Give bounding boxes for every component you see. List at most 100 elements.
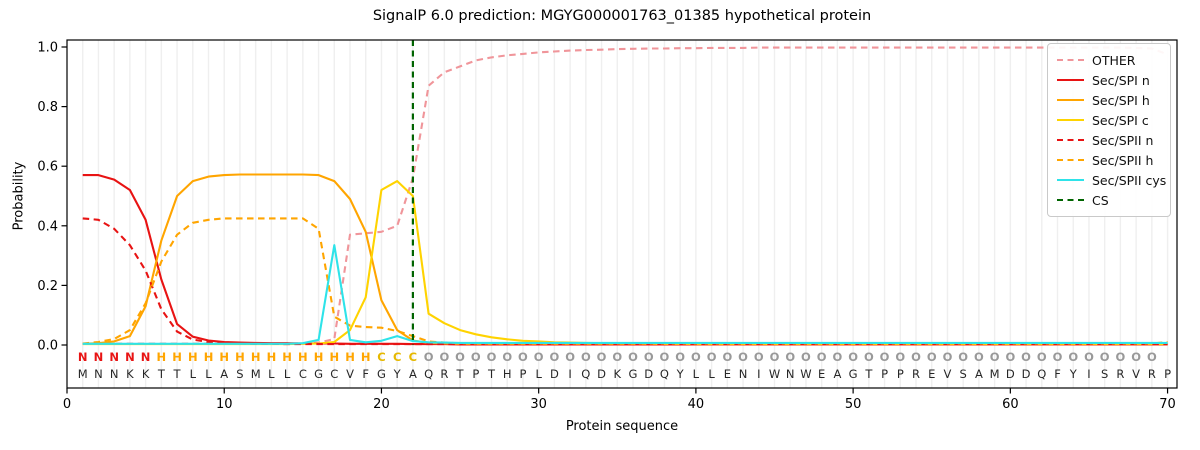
- sequence-letter: D: [597, 367, 606, 381]
- sequence-letter: K: [142, 367, 150, 381]
- sequence-letter: L: [268, 367, 275, 381]
- sequence-letter: T: [173, 367, 182, 381]
- region-letter: O: [1116, 350, 1126, 364]
- region-letter: O: [487, 350, 497, 364]
- legend-label: Sec/SPI h: [1092, 92, 1150, 108]
- region-letter: H: [345, 350, 355, 364]
- sequence-letter: D: [644, 367, 653, 381]
- sequence-letter: V: [346, 367, 354, 381]
- sequence-letter: G: [377, 367, 386, 381]
- region-letter: O: [1131, 350, 1141, 364]
- region-letter: O: [1147, 350, 1157, 364]
- region-letter: O: [848, 350, 858, 364]
- region-letter: N: [125, 350, 135, 364]
- region-letter: O: [675, 350, 685, 364]
- sequence-letter: D: [1022, 367, 1031, 381]
- region-letter: H: [219, 350, 229, 364]
- legend-item-cs: CS: [1057, 190, 1162, 210]
- y-tick-label: 0.2: [37, 279, 58, 294]
- legend-label: Sec/SPII n: [1092, 132, 1154, 148]
- sequence-letter: K: [614, 367, 622, 381]
- series-line-sec-spi-c: [82, 180, 1168, 346]
- sequence-letter: N: [739, 367, 748, 381]
- region-letter: O: [990, 350, 1000, 364]
- sequence-letter: L: [284, 367, 291, 381]
- region-letter: O: [612, 350, 622, 364]
- sequence-letter: W: [769, 367, 780, 381]
- sequence-letter: P: [897, 367, 904, 381]
- sequence-letter: A: [409, 367, 417, 381]
- sequence-letter: N: [110, 367, 119, 381]
- sequence-letter: S: [960, 367, 967, 381]
- legend-line-swatch: [1057, 179, 1084, 181]
- legend-label: OTHER: [1092, 52, 1136, 68]
- sequence-letter: Q: [424, 367, 433, 381]
- x-tick-label: 20: [373, 397, 390, 412]
- sequence-letter: Y: [393, 367, 402, 381]
- sequence-letter: G: [629, 367, 638, 381]
- sequence-letter: M: [251, 367, 261, 381]
- x-tick-label: 60: [1002, 397, 1019, 412]
- sequence-letter: E: [928, 367, 935, 381]
- x-axis-label: Protein sequence: [565, 419, 679, 434]
- region-letter: O: [880, 350, 890, 364]
- region-letter: C: [393, 350, 401, 364]
- region-letter: O: [1005, 350, 1015, 364]
- sequence-letter: A: [833, 367, 841, 381]
- x-tick-label: 50: [845, 397, 862, 412]
- sequence-letter: G: [314, 367, 323, 381]
- sequence-letter: F: [362, 367, 369, 381]
- sequence-letter: K: [126, 367, 134, 381]
- sequence-letter: M: [990, 367, 1000, 381]
- sequence-letter: E: [724, 367, 731, 381]
- sequence-letter: D: [1006, 367, 1015, 381]
- region-letter: O: [534, 350, 544, 364]
- legend-item-sec-spi-c: Sec/SPI c: [1057, 110, 1162, 130]
- sequence-letter: R: [440, 367, 448, 381]
- sequence-letter: W: [800, 367, 811, 381]
- region-letter: H: [267, 350, 277, 364]
- legend-label: Sec/SPII cys: [1092, 172, 1167, 188]
- legend-label: CS: [1092, 192, 1109, 208]
- region-letter: H: [298, 350, 308, 364]
- chart-title: SignalP 6.0 prediction: MGYG000001763_01…: [372, 8, 872, 24]
- series-line-sec-spii-h: [82, 217, 1168, 345]
- sequence-letter: R: [1116, 367, 1124, 381]
- region-letter: O: [644, 350, 654, 364]
- region-letter: O: [628, 350, 638, 364]
- region-letter: O: [785, 350, 795, 364]
- region-letter: H: [188, 350, 198, 364]
- sequence-letter: Q: [1037, 367, 1046, 381]
- sequence-letter: T: [456, 367, 465, 381]
- sequence-letter: I: [1087, 367, 1090, 381]
- region-letter: H: [251, 350, 261, 364]
- region-letter: O: [927, 350, 937, 364]
- region-letter: H: [329, 350, 339, 364]
- region-letter: O: [518, 350, 528, 364]
- region-letter: O: [1068, 350, 1078, 364]
- legend-line-swatch: [1057, 119, 1084, 121]
- region-letter: O: [424, 350, 434, 364]
- sequence-letter: Q: [660, 367, 669, 381]
- region-letter: N: [78, 350, 88, 364]
- sequence-letter: S: [1101, 367, 1108, 381]
- sequence-letter: T: [864, 367, 873, 381]
- sequence-letter: P: [472, 367, 479, 381]
- sequence-letter: A: [975, 367, 983, 381]
- region-letter: N: [141, 350, 151, 364]
- legend-item-sec-spii-cys: Sec/SPII cys: [1057, 170, 1166, 190]
- sequence-letter: G: [849, 367, 858, 381]
- region-letter: O: [801, 350, 811, 364]
- sequence-letter: P: [519, 367, 526, 381]
- region-letter: C: [377, 350, 385, 364]
- region-letter: O: [1037, 350, 1047, 364]
- region-letter: O: [1021, 350, 1031, 364]
- y-tick-label: 0.8: [37, 100, 58, 115]
- sequence-letter: H: [503, 367, 512, 381]
- region-letter: O: [958, 350, 968, 364]
- sequence-letter: V: [1132, 367, 1140, 381]
- region-letter: O: [770, 350, 780, 364]
- y-tick-label: 0.0: [37, 339, 58, 354]
- sequence-letter: Y: [676, 367, 685, 381]
- legend-label: Sec/SPI c: [1092, 112, 1149, 128]
